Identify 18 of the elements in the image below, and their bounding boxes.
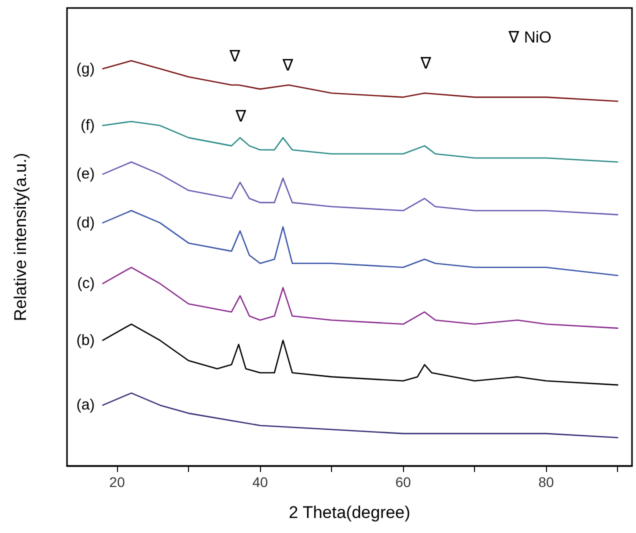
annotation: ∇ [420, 56, 432, 72]
series-label: (g) [76, 60, 95, 78]
series-label: (b) [76, 332, 95, 349]
series-label: (a) [76, 396, 95, 414]
x-tick-label: 40 [252, 474, 268, 490]
annotation: ∇ [234, 108, 246, 126]
annotation: ∇ [282, 58, 294, 74]
series-label: (e) [76, 166, 95, 183]
x-axis-title: 2 Theta(degree) [288, 503, 410, 522]
annotation: ∇ [228, 48, 240, 66]
x-tick-label: 60 [395, 474, 412, 490]
text: ∇ NiO [508, 30, 552, 46]
x-tick-label: 20 [109, 474, 126, 490]
series-label: (d) [76, 214, 95, 232]
series-label: (f) [80, 117, 95, 134]
x-tick-label: 80 [538, 474, 554, 490]
series-label: (c) [77, 275, 95, 292]
y-axis-title: Relative intensity(a.u.) [11, 152, 30, 322]
